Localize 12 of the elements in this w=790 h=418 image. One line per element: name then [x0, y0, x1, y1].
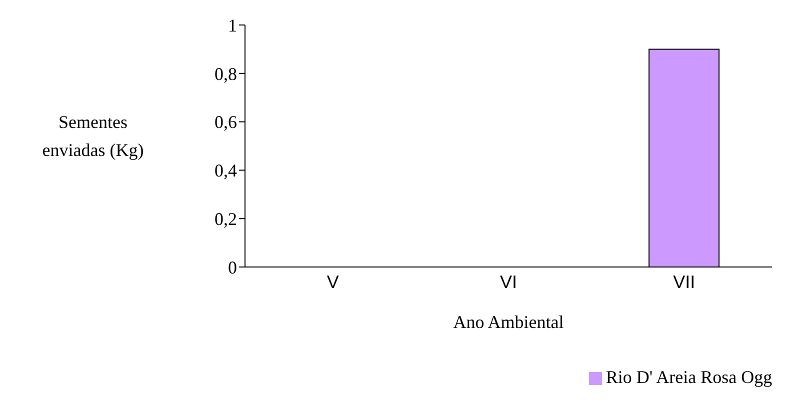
y-tick-label: 0 — [228, 257, 237, 278]
y-tick-label: 0,8 — [214, 64, 237, 84]
y-tick-label: 0,2 — [214, 208, 237, 229]
y-tick-label: 0,4 — [214, 160, 237, 181]
legend-label: Rio D' Areia Rosa Ogg — [606, 367, 772, 387]
x-axis-title: Ano Ambiental — [453, 312, 564, 332]
y-axis-title: Sementes enviadas (Kg) — [41, 111, 145, 162]
y-tick-label: 1 — [228, 15, 237, 36]
x-tick-label: V — [326, 272, 339, 292]
x-tick-label: VI — [500, 272, 518, 292]
x-tick-label: VII — [673, 272, 696, 292]
y-tick-label: 0,6 — [214, 112, 237, 132]
